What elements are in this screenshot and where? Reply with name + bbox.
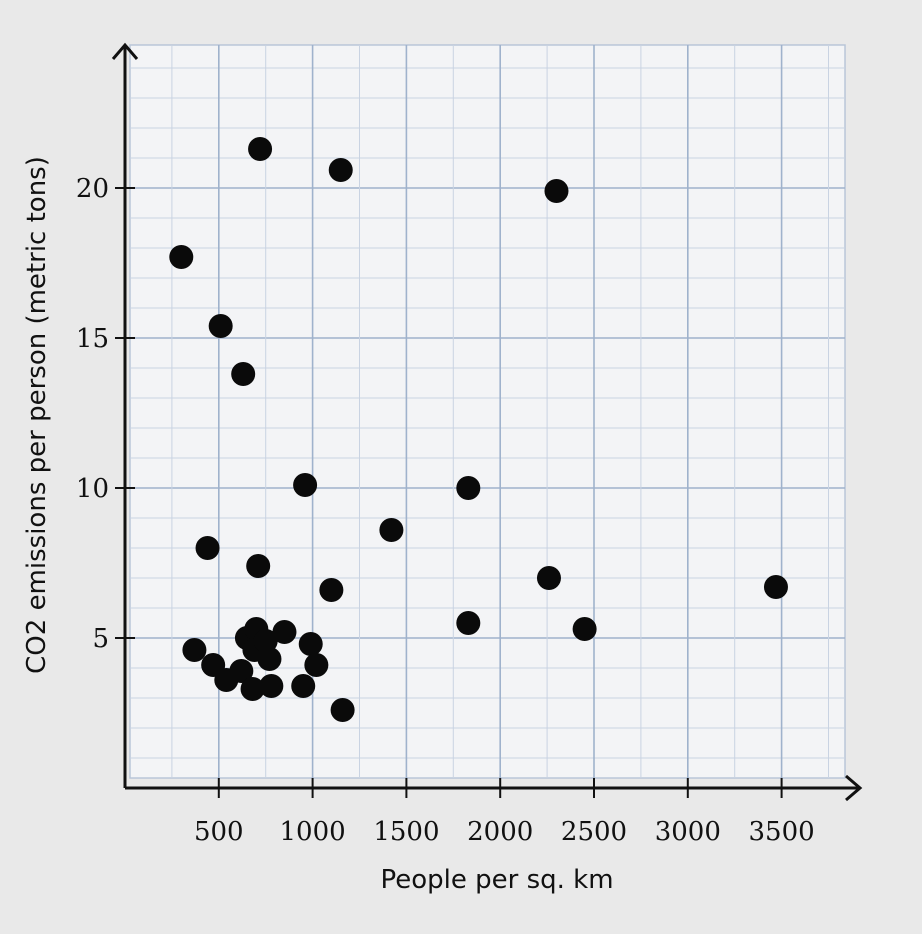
- data-point: [330, 698, 355, 722]
- x-tick-label: 3000: [655, 817, 721, 847]
- data-point: [169, 245, 194, 269]
- x-axis-title: People per sq. km: [380, 865, 613, 895]
- data-point: [536, 566, 561, 590]
- data-point: [246, 554, 271, 578]
- data-point: [272, 620, 297, 644]
- y-tick-label: 5: [92, 624, 109, 654]
- axes: [111, 42, 863, 802]
- x-tick-label: 500: [194, 817, 244, 847]
- ticks: 500 1000 1500 2000 2500 3000 3500 5 10 15 20: [76, 174, 815, 847]
- x-tick-label: 1500: [373, 817, 439, 847]
- data-point: [298, 632, 323, 656]
- data-point: [456, 611, 481, 635]
- data-point: [229, 659, 254, 683]
- data-point: [328, 158, 353, 182]
- x-tick-label: 3500: [749, 817, 815, 847]
- x-tick-label: 2000: [467, 817, 533, 847]
- data-point: [257, 647, 282, 671]
- data-point: [544, 179, 569, 203]
- data-point: [291, 674, 316, 698]
- data-point: [456, 476, 481, 500]
- data-point: [572, 617, 597, 641]
- data-point: [763, 575, 788, 599]
- y-tick-label: 10: [76, 474, 109, 504]
- data-point: [293, 473, 318, 497]
- data-point: [182, 638, 207, 662]
- y-tick-label: 15: [76, 324, 109, 354]
- data-point: [253, 629, 278, 653]
- y-axis-arrow: [111, 42, 139, 60]
- y-tick-label: 20: [76, 174, 109, 204]
- x-axis-arrow: [845, 774, 863, 802]
- data-point: [379, 518, 404, 542]
- data-point: [208, 314, 233, 338]
- data-point: [248, 137, 273, 161]
- y-axis-title: CO2 emissions per person (metric tons): [22, 156, 52, 674]
- data-point: [231, 362, 256, 386]
- data-point: [195, 536, 220, 560]
- data-point: [259, 674, 284, 698]
- data-points: [169, 137, 788, 722]
- data-point: [304, 653, 329, 677]
- x-tick-label: 1000: [280, 817, 346, 847]
- data-point: [240, 677, 265, 701]
- data-point: [319, 578, 344, 602]
- x-tick-label: 2500: [561, 817, 627, 847]
